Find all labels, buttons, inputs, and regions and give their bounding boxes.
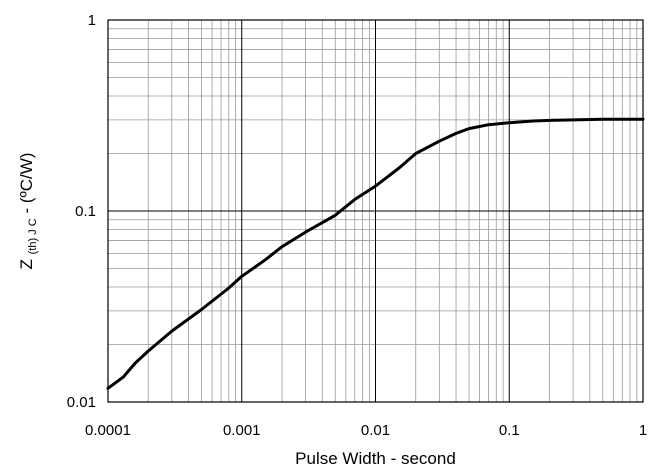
y-axis-title: Z (th) J C - (ºC/W) bbox=[17, 153, 39, 270]
series-line-1 bbox=[106, 117, 645, 390]
y-axis-title-main: Z bbox=[17, 259, 36, 269]
plot-frame bbox=[107, 19, 644, 403]
series-layer bbox=[106, 117, 645, 390]
x-tick-label: 0.0001 bbox=[85, 422, 131, 439]
x-tick-labels: 0.0001 0.001 0.01 0.1 1 bbox=[85, 422, 647, 439]
y-tick-labels: 0.01 0.1 1 bbox=[67, 12, 96, 411]
y-axis-title-subscript: (th) J C bbox=[27, 218, 39, 254]
major-gridlines bbox=[108, 20, 643, 402]
y-axis-title-unit: - (ºC/W) bbox=[17, 153, 36, 214]
x-tick-label: 0.01 bbox=[361, 422, 390, 439]
y-tick-label: 1 bbox=[88, 12, 96, 29]
y-tick-label: 0.1 bbox=[75, 203, 96, 220]
x-tick-label: 0.001 bbox=[223, 422, 261, 439]
y-tick-label: 0.01 bbox=[67, 394, 96, 411]
x-axis-title: Pulse Width - second bbox=[295, 449, 456, 468]
x-tick-label: 1 bbox=[639, 422, 647, 439]
x-tick-label: 0.1 bbox=[499, 422, 520, 439]
